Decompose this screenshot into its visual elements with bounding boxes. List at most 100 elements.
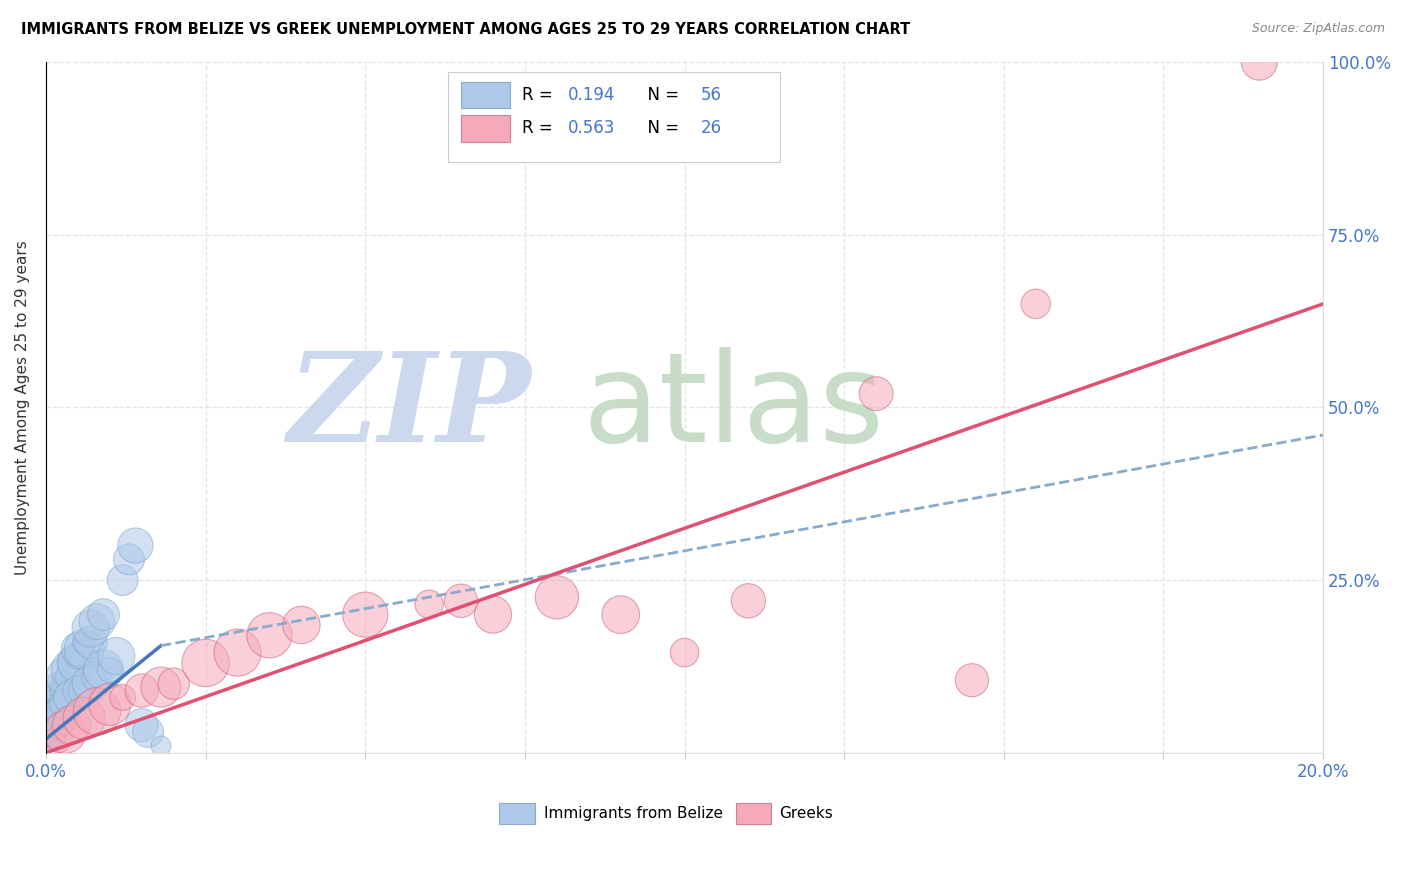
Point	[73, 635, 96, 649]
Point	[98, 663, 121, 677]
Point	[66, 683, 89, 698]
FancyBboxPatch shape	[461, 115, 509, 142]
Point	[45, 704, 67, 718]
Point	[60, 718, 83, 732]
Point	[163, 676, 186, 690]
Point	[354, 607, 377, 622]
Point	[73, 711, 96, 725]
Point	[60, 670, 83, 684]
Text: atlas: atlas	[582, 347, 884, 468]
Text: 0.194: 0.194	[568, 87, 616, 104]
Point	[51, 683, 73, 698]
Point	[42, 711, 65, 725]
Point	[41, 718, 63, 732]
Point	[131, 718, 153, 732]
Point	[45, 711, 67, 725]
Point	[149, 680, 172, 694]
Point	[418, 597, 440, 611]
Text: 0.563: 0.563	[568, 119, 616, 136]
Point	[79, 635, 101, 649]
Point	[38, 725, 60, 739]
Point	[42, 718, 65, 732]
Point	[48, 690, 70, 705]
Text: IMMIGRANTS FROM BELIZE VS GREEK UNEMPLOYMENT AMONG AGES 25 TO 29 YEARS CORRELATI: IMMIGRANTS FROM BELIZE VS GREEK UNEMPLOY…	[21, 22, 910, 37]
Point	[41, 711, 63, 725]
Text: Greeks: Greeks	[779, 806, 832, 821]
Point	[136, 725, 159, 739]
Point	[53, 698, 76, 712]
Point	[48, 704, 70, 718]
Point	[86, 704, 108, 718]
Point	[39, 725, 62, 739]
Point	[53, 683, 76, 698]
Point	[44, 704, 66, 718]
Point	[98, 698, 121, 712]
Point	[546, 591, 568, 605]
Point	[60, 656, 83, 670]
Point	[86, 615, 108, 629]
Point	[49, 690, 72, 705]
Point	[53, 676, 76, 690]
Point	[48, 711, 70, 725]
Point	[60, 663, 83, 677]
Point	[58, 670, 80, 684]
Point	[259, 628, 281, 642]
Text: R =: R =	[523, 119, 558, 136]
Point	[737, 594, 759, 608]
Point	[111, 573, 134, 587]
Point	[58, 690, 80, 705]
Text: Source: ZipAtlas.com: Source: ZipAtlas.com	[1251, 22, 1385, 36]
FancyBboxPatch shape	[735, 803, 772, 824]
Point	[226, 646, 249, 660]
Point	[194, 656, 217, 670]
Point	[609, 607, 631, 622]
Point	[79, 676, 101, 690]
Point	[46, 698, 69, 712]
Point	[60, 690, 83, 705]
Point	[93, 607, 115, 622]
Point	[51, 704, 73, 718]
Point	[55, 670, 77, 684]
Text: 26: 26	[702, 119, 723, 136]
Point	[79, 622, 101, 636]
Point	[93, 663, 115, 677]
Point	[66, 648, 89, 663]
Point	[51, 690, 73, 705]
Point	[73, 642, 96, 657]
Point	[38, 731, 60, 746]
Point	[53, 725, 76, 739]
Point	[673, 646, 696, 660]
Point	[124, 539, 146, 553]
Text: Immigrants from Belize: Immigrants from Belize	[544, 806, 723, 821]
Point	[48, 731, 70, 746]
Point	[105, 648, 128, 663]
Point	[131, 683, 153, 698]
Point	[39, 718, 62, 732]
Point	[118, 552, 141, 566]
Point	[149, 739, 172, 753]
Point	[41, 725, 63, 739]
Point	[290, 618, 312, 632]
Point	[482, 607, 505, 622]
Text: N =: N =	[637, 87, 685, 104]
Point	[73, 683, 96, 698]
Point	[865, 386, 887, 401]
Text: 56: 56	[702, 87, 723, 104]
FancyBboxPatch shape	[499, 803, 536, 824]
Point	[1025, 297, 1047, 311]
Text: ZIP: ZIP	[288, 347, 531, 468]
Text: N =: N =	[637, 119, 685, 136]
Point	[53, 698, 76, 712]
Point	[86, 670, 108, 684]
Point	[1249, 55, 1271, 70]
Point	[111, 690, 134, 705]
Point	[66, 656, 89, 670]
Text: R =: R =	[523, 87, 558, 104]
Point	[450, 594, 472, 608]
Point	[66, 642, 89, 657]
Point	[48, 698, 70, 712]
FancyBboxPatch shape	[461, 82, 509, 109]
Point	[960, 673, 983, 688]
Point	[53, 676, 76, 690]
Y-axis label: Unemployment Among Ages 25 to 29 years: Unemployment Among Ages 25 to 29 years	[15, 240, 30, 574]
